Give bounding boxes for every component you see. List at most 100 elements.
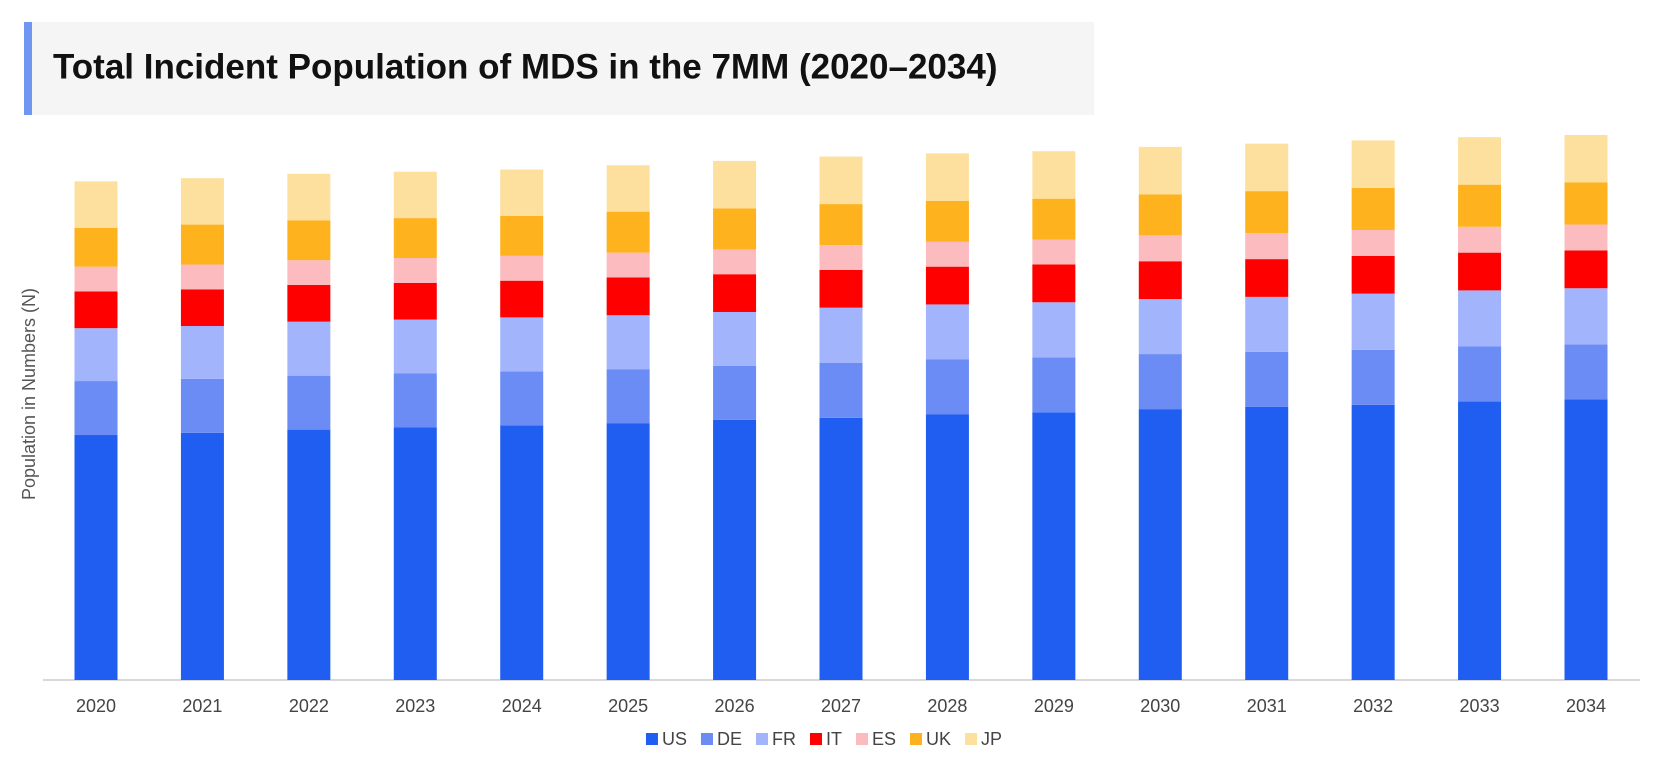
legend-swatch — [910, 733, 923, 745]
title-box — [24, 22, 1094, 115]
bar-segment — [1458, 401, 1502, 680]
bar-segment — [925, 359, 969, 415]
bar-segment — [1245, 351, 1289, 407]
bar-segment — [713, 274, 757, 312]
bar-segment — [287, 220, 331, 261]
bar-segment — [74, 381, 118, 436]
bar-segment — [606, 165, 650, 212]
bar-segment — [1138, 354, 1182, 410]
legend-label: DE — [717, 729, 742, 749]
bar-segment — [819, 362, 863, 418]
bar-segment — [1351, 349, 1395, 405]
bar-segment — [1032, 302, 1076, 358]
legend-swatch — [700, 733, 713, 745]
bar-segment — [180, 289, 224, 327]
bar-segment — [393, 427, 437, 680]
bar-segment — [74, 291, 118, 329]
bar-segment — [1351, 293, 1395, 350]
bar-segment — [287, 375, 331, 430]
bar-segment — [1564, 135, 1608, 183]
bar-segment — [925, 153, 969, 201]
bar-segment — [713, 419, 757, 680]
bar-segment — [819, 204, 863, 246]
legend-label: ES — [872, 729, 896, 749]
legend-label: UK — [926, 729, 951, 749]
bar-segment — [606, 277, 650, 316]
bar-segment — [1564, 399, 1608, 680]
bar-segment — [74, 227, 118, 267]
bar-segment — [819, 269, 863, 308]
bar-segment — [1564, 224, 1608, 251]
bar-segment — [500, 169, 544, 216]
bar-segment — [393, 282, 437, 320]
x-tick-label: 2027 — [821, 696, 861, 716]
bar-segment — [74, 266, 118, 292]
bar-segment — [819, 417, 863, 680]
bar-segment — [287, 321, 331, 376]
bar-segment — [393, 373, 437, 428]
bar-segment — [819, 307, 863, 363]
bar-segment — [287, 260, 331, 286]
bar-segment — [1458, 226, 1502, 253]
bar-segment — [1564, 344, 1608, 400]
x-tick-label: 2026 — [715, 696, 755, 716]
bar-segment — [1458, 252, 1502, 291]
x-tick-label: 2025 — [608, 696, 648, 716]
bar-segment — [500, 255, 544, 281]
bar-segment — [1138, 261, 1182, 300]
bar-segment — [1351, 404, 1395, 680]
bar-segment — [925, 266, 969, 305]
x-tick-label: 2031 — [1247, 696, 1287, 716]
bar-segment — [180, 264, 224, 290]
bar-segment — [1351, 140, 1395, 188]
bar-segment — [1245, 296, 1289, 352]
bar-segment — [393, 258, 437, 283]
bar-segment — [1138, 194, 1182, 236]
bar-segment — [180, 178, 224, 225]
bar-segment — [713, 365, 757, 420]
bar-segment — [606, 423, 650, 680]
x-tick-label: 2030 — [1140, 696, 1180, 716]
bar-segment — [393, 218, 437, 259]
bar-segment — [819, 245, 863, 270]
bar-segment — [180, 432, 224, 680]
x-tick-label: 2021 — [182, 696, 222, 716]
bar-segment — [1564, 288, 1608, 345]
bar-segment — [74, 181, 118, 228]
x-tick-label: 2022 — [289, 696, 329, 716]
bar-segment — [74, 435, 118, 680]
bar-segment — [1245, 143, 1289, 192]
legend-label: FR — [772, 729, 796, 749]
y-axis-label: Population in Numbers (N) — [19, 288, 39, 500]
bar-segment — [1138, 235, 1182, 262]
legend-swatch — [645, 733, 658, 745]
bar-segment — [1564, 250, 1608, 289]
bar-segment — [287, 429, 331, 680]
bar-segment — [606, 315, 650, 370]
bar-segment — [713, 208, 757, 250]
x-tick-label: 2028 — [927, 696, 967, 716]
legend-swatch — [809, 733, 822, 745]
bar-segment — [1351, 187, 1395, 230]
bar-segment — [500, 317, 544, 372]
bar-segment — [393, 171, 437, 219]
x-tick-label: 2033 — [1460, 696, 1500, 716]
legend-swatch — [855, 733, 868, 745]
bar-segment — [1138, 299, 1182, 355]
bar-segment — [1245, 233, 1289, 260]
bar-segment — [1458, 290, 1502, 347]
x-tick-label: 2029 — [1034, 696, 1074, 716]
bar-segment — [1032, 412, 1076, 680]
bar-segment — [1032, 264, 1076, 303]
bar-segment — [1458, 184, 1502, 227]
bar-segment — [1032, 198, 1076, 240]
bar-segment — [180, 224, 224, 265]
bar-segment — [1032, 239, 1076, 265]
x-tick-label: 2023 — [395, 696, 435, 716]
bar-segment — [713, 311, 757, 366]
bar-segment — [1138, 409, 1182, 680]
chart-title: Total Incident Population of MDS in the … — [53, 47, 997, 86]
x-tick-label: 2032 — [1353, 696, 1393, 716]
